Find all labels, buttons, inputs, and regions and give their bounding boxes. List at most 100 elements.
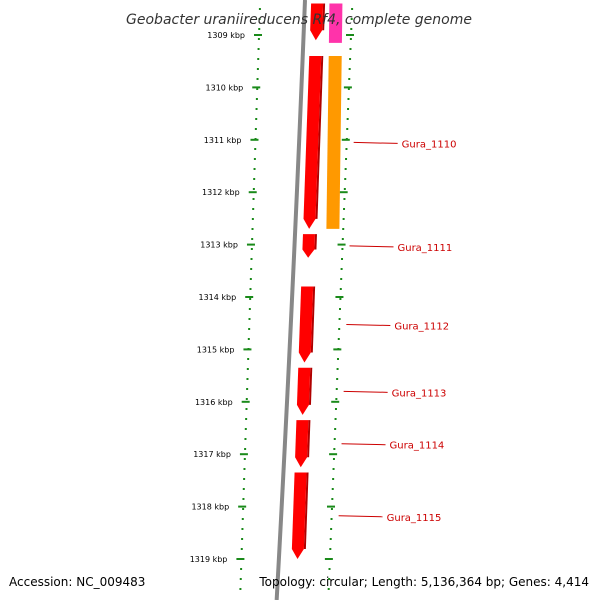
tick-label: 1310 kbp bbox=[206, 83, 244, 92]
pink-cds-segment bbox=[328, 3, 343, 43]
ruler-dot-left bbox=[244, 428, 247, 430]
ruler-dot-left bbox=[243, 478, 246, 480]
gene-label: Gura_1111 bbox=[397, 243, 452, 254]
ruler-dot-right bbox=[350, 18, 353, 20]
ruler-dot-left bbox=[252, 198, 255, 200]
gene-arrow bbox=[296, 367, 311, 415]
ruler-dot-right bbox=[338, 308, 341, 310]
ruler-dot-right bbox=[336, 368, 339, 370]
tick-left bbox=[252, 86, 261, 89]
ruler-dot-left bbox=[243, 458, 246, 460]
tick-right bbox=[326, 505, 335, 508]
ruler-dot-right bbox=[346, 128, 349, 130]
ruler-dot-left bbox=[240, 568, 243, 570]
ruler-dot-left bbox=[246, 368, 249, 370]
ruler-dot-left bbox=[256, 88, 259, 90]
gene-arrow-side bbox=[315, 55, 324, 219]
tick-label: 1313 kbp bbox=[200, 241, 238, 250]
ruler-dot-left bbox=[258, 8, 261, 10]
tick-right bbox=[337, 243, 346, 246]
ruler-dot-left bbox=[240, 548, 243, 550]
ruler-dot-right bbox=[341, 258, 344, 260]
accession-text: Accession: NC_009483 bbox=[9, 575, 145, 589]
tick-left bbox=[243, 348, 252, 351]
ruler-dot-left bbox=[245, 408, 248, 410]
ruler-dot-right bbox=[340, 268, 343, 270]
gene-label: Gura_1115 bbox=[387, 513, 442, 524]
gene-label-leader bbox=[341, 443, 386, 446]
gene-labels: Gura_1110 Gura_1111 Gura_1112 Gura_1113 Gura… bbox=[338, 139, 457, 524]
ruler-dot-left bbox=[247, 358, 250, 360]
ruler-dot-right bbox=[344, 168, 347, 170]
ruler-dot-left bbox=[256, 78, 259, 80]
ruler-dot-left bbox=[251, 228, 254, 230]
tick-label: 1312 kbp bbox=[202, 188, 240, 197]
ruler-dot-left bbox=[241, 538, 244, 540]
ruler-dot-right bbox=[329, 538, 332, 540]
gene-arrow-side bbox=[307, 420, 311, 458]
ruler-dot-right bbox=[334, 408, 337, 410]
ruler-dot-left bbox=[239, 588, 242, 590]
ruler-dot-left bbox=[247, 338, 250, 340]
ruler-dot-right bbox=[349, 48, 352, 50]
ruler-dot-left bbox=[255, 108, 258, 110]
ruler-dot-right bbox=[334, 428, 337, 430]
ruler-dot-right bbox=[339, 288, 342, 290]
ruler-dot-left bbox=[241, 518, 244, 520]
ruler-dot-left bbox=[252, 208, 255, 210]
tick-right bbox=[333, 348, 342, 351]
ruler-dot-left bbox=[253, 178, 256, 180]
topology-text: Topology: circular; Length: 5,136,364 bp… bbox=[258, 575, 589, 589]
ruler-dot-right bbox=[338, 318, 341, 320]
ruler-dot-right bbox=[333, 438, 336, 440]
gene-label-leader bbox=[338, 515, 383, 518]
tick-right bbox=[346, 34, 354, 36]
ruler-dot-right bbox=[343, 198, 346, 200]
tick-left bbox=[250, 138, 259, 141]
ruler-dot-right bbox=[331, 498, 334, 500]
ruler-dot-right bbox=[343, 208, 346, 210]
gene-label: Gura_1110 bbox=[402, 139, 457, 150]
ruler-dot-right bbox=[351, 8, 354, 10]
orange-cds-segment bbox=[326, 55, 342, 229]
ruler-dot-right bbox=[330, 518, 333, 520]
ruler-dot-right bbox=[330, 508, 333, 510]
tick-label: 1318 kbp bbox=[191, 503, 229, 512]
ruler-dot-left bbox=[241, 528, 244, 530]
gene-track bbox=[291, 3, 326, 559]
scale-ticks: 1309 kbp 1310 kbp 1311 kbp 1312 kbp 1313 kbp… bbox=[190, 31, 354, 564]
ruler-dot-left bbox=[251, 218, 254, 220]
ruler-dot-left bbox=[244, 438, 247, 440]
ruler-dot-right bbox=[346, 118, 349, 120]
ruler-dot-right bbox=[347, 108, 350, 110]
gene-arrow bbox=[295, 420, 309, 468]
ruler-dot-left bbox=[243, 468, 246, 470]
ruler-dot-right bbox=[332, 478, 335, 480]
ruler-dot-left bbox=[253, 158, 256, 160]
ruler-dot-right bbox=[328, 568, 331, 570]
tick-label: 1316 kbp bbox=[195, 398, 233, 407]
tick-label: 1309 kbp bbox=[207, 31, 245, 40]
tick-left bbox=[236, 558, 245, 560]
tick-right bbox=[343, 86, 352, 89]
ruler-dot-right bbox=[330, 528, 333, 530]
ruler-dot-right bbox=[332, 458, 335, 460]
gene-label-leader bbox=[343, 390, 388, 393]
ruler-dot-right bbox=[335, 388, 338, 390]
ruler-dot-right bbox=[349, 58, 352, 60]
map-title: Geobacter uraniireducens Rf4, complete g… bbox=[126, 12, 472, 28]
genome-backbone bbox=[274, 0, 307, 600]
ruler-dot-right bbox=[337, 338, 340, 340]
gene-label-leader bbox=[353, 141, 398, 144]
ruler-dot-right bbox=[332, 468, 335, 470]
gene-label-leader bbox=[349, 245, 394, 248]
ruler-dot-left bbox=[242, 488, 245, 490]
ruler-dot-right bbox=[331, 488, 334, 490]
ruler-dot-right bbox=[336, 358, 339, 360]
ruler-dot-right bbox=[329, 548, 332, 550]
ruler-dot-right bbox=[341, 238, 344, 240]
tick-left bbox=[239, 453, 248, 456]
ruler-dot-right bbox=[335, 398, 338, 400]
ruler-dot-right bbox=[348, 68, 351, 70]
ruler-dot-right bbox=[343, 188, 346, 190]
